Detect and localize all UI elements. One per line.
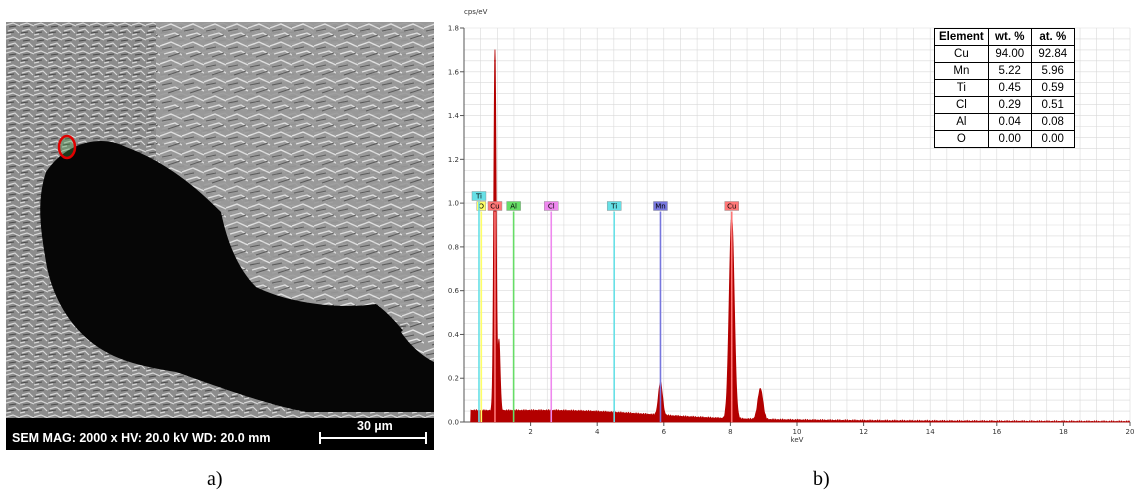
scale-bar — [319, 437, 427, 439]
table-cell: Mn — [934, 62, 989, 80]
table-row: O 0.00 0.00 — [934, 130, 1075, 148]
y-axis-label: cps/eV — [464, 8, 488, 16]
table-cell: 0.04 — [987, 113, 1032, 131]
table-header: wt. % — [987, 28, 1032, 46]
table-cell: 5.96 — [1030, 62, 1075, 80]
table-header-row: Element wt. % at. % — [934, 28, 1075, 46]
table-cell: 94.00 — [987, 45, 1032, 63]
x-tick-label: 12 — [859, 428, 868, 436]
table-row: Mn 5.22 5.96 — [934, 62, 1075, 80]
table-cell: 0.29 — [987, 96, 1032, 114]
x-tick-label: 10 — [793, 428, 802, 436]
sem-micrograph — [6, 22, 434, 418]
panel-label-b: b) — [813, 468, 830, 490]
x-tick-label: 20 — [1126, 428, 1135, 436]
y-tick-label: 1.6 — [448, 68, 460, 76]
y-tick-label: 0.2 — [448, 375, 459, 383]
y-tick-label: 1.2 — [448, 156, 459, 164]
table-header: Element — [934, 28, 989, 46]
x-tick-label: 6 — [662, 428, 667, 436]
table-row: Al 0.04 0.08 — [934, 113, 1075, 131]
y-tick-label: 0.6 — [448, 287, 460, 295]
y-tick-label: 1.0 — [448, 200, 459, 208]
y-tick-label: 1.8 — [448, 25, 459, 33]
composition-table: Element wt. % at. % Cu 94.00 92.84 Mn 5.22 5… — [934, 28, 1075, 148]
sem-image: SEM MAG: 2000 x HV: 20.0 kV WD: 20.0 mm … — [6, 22, 434, 450]
scale-bar-label: 30 µm — [357, 419, 393, 433]
x-axis-label: keV — [791, 436, 804, 444]
element-marker-label: Ti — [610, 202, 617, 210]
y-tick-label: 1.4 — [448, 112, 460, 120]
element-marker-label: Cl — [548, 202, 555, 210]
table-cell: Cl — [934, 96, 989, 114]
element-marker-tag — [653, 201, 668, 211]
table-cell: Cu — [934, 45, 989, 63]
eds-spectrum-chart: 0.0 0.2 0.4 0.6 0.8 1.0 1.2 1.4 1.6 1.8 2 4 6 8 10 12 14… — [448, 8, 1135, 444]
table-cell: O — [934, 130, 989, 148]
analysis-region-marker — [57, 134, 77, 160]
spectrum-peak — [759, 390, 762, 393]
element-marker-label: O — [479, 202, 485, 210]
table-row: Cl 0.29 0.51 — [934, 96, 1075, 114]
scale-bar-cap-left — [319, 432, 321, 444]
table-cell: Al — [934, 113, 989, 131]
element-marker-label: Cu — [727, 202, 736, 210]
element-marker-tag — [476, 201, 487, 211]
y-tick-label: 0.8 — [448, 243, 459, 251]
element-marker-tag — [506, 201, 521, 211]
table-cell: Ti — [934, 79, 989, 97]
element-marker-tag — [487, 201, 503, 211]
table-cell: 0.45 — [987, 79, 1032, 97]
x-tick-label: 8 — [728, 428, 732, 436]
element-marker-tag — [606, 201, 622, 211]
x-tick-label: 16 — [992, 428, 1001, 436]
spectrum-peak — [498, 351, 500, 353]
element-marker-label: Cu — [490, 202, 499, 210]
table-cell: 0.08 — [1030, 113, 1075, 131]
spectrum-peak — [494, 60, 496, 62]
x-tick-label: 2 — [528, 428, 532, 436]
element-marker-tag — [544, 201, 559, 211]
table-cell: 0.00 — [987, 130, 1032, 148]
table-cell: 0.00 — [1030, 130, 1075, 148]
element-marker-tag — [471, 191, 487, 201]
element-marker-label: Ti — [475, 192, 482, 200]
sem-info-text: SEM MAG: 2000 x HV: 20.0 kV WD: 20.0 mm — [12, 431, 271, 445]
spectrum-series — [470, 49, 1131, 423]
table-row: Ti 0.45 0.59 — [934, 79, 1075, 97]
table-cell: 92.84 — [1030, 45, 1075, 63]
scale-bar-cap-right — [425, 432, 427, 444]
x-tick-label: 4 — [595, 428, 600, 436]
table-cell: 5.22 — [987, 62, 1032, 80]
table-row: Cu 94.00 92.84 — [934, 45, 1075, 63]
x-tick-label: 14 — [926, 428, 935, 436]
element-marker-label: Mn — [655, 202, 665, 210]
y-tick-label: 0.0 — [448, 419, 459, 427]
x-tick-label: 18 — [1059, 428, 1068, 436]
table-cell: 0.59 — [1030, 79, 1075, 97]
sem-info-bar: SEM MAG: 2000 x HV: 20.0 kV WD: 20.0 mm … — [6, 418, 434, 450]
y-tick-label: 0.4 — [448, 331, 460, 339]
element-marker-label: Al — [510, 202, 517, 210]
element-marker-tag — [724, 201, 739, 211]
table-header: at. % — [1030, 28, 1075, 46]
panel-label-a: a) — [207, 468, 223, 490]
table-cell: 0.51 — [1030, 96, 1075, 114]
